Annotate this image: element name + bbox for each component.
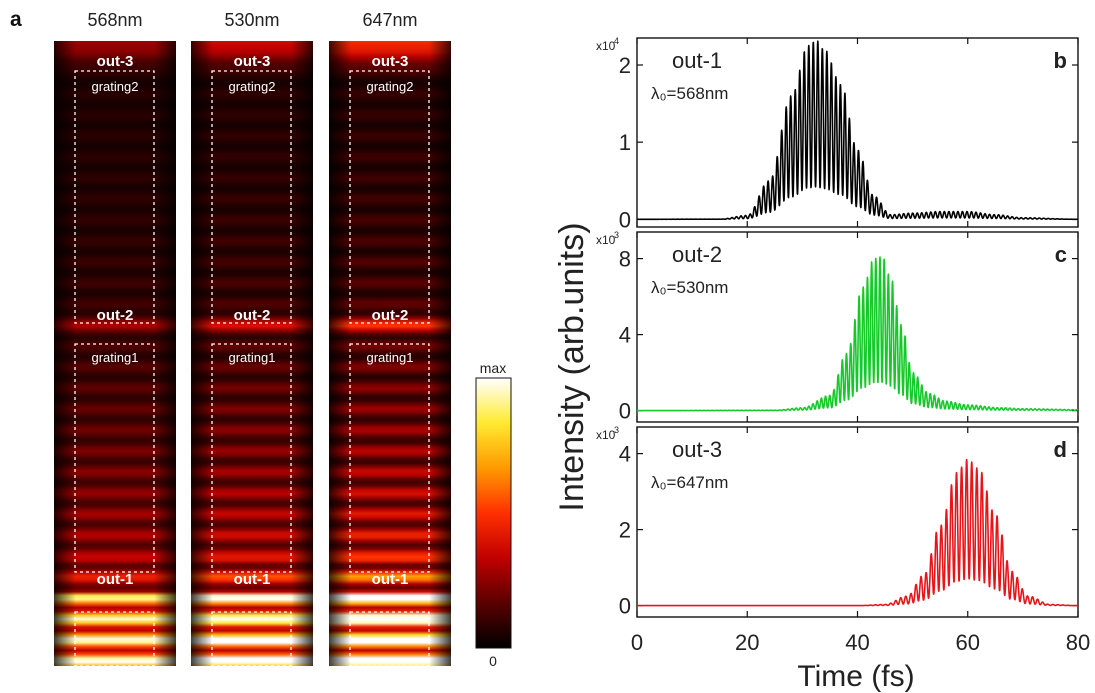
panel-a-field-maps: a 568nmout-3grating2out-2grating1out-153… <box>10 8 512 669</box>
intensity-trace-out-2 <box>636 256 1079 412</box>
y-tick-label: 0 <box>619 594 631 619</box>
colorbar-gradient <box>475 377 512 649</box>
out-3-label: out-3 <box>372 53 409 70</box>
y-multiplier-label: x10 <box>596 233 616 247</box>
colorbar-min-label: 0 <box>489 653 497 669</box>
y-tick-label: 4 <box>619 442 631 467</box>
x-tick-label: 20 <box>735 630 759 655</box>
grating1-box <box>74 343 155 573</box>
out-2-label: out-2 <box>97 307 134 324</box>
grating1-label: grating1 <box>367 350 414 365</box>
panel-letter: b <box>1054 48 1067 73</box>
grating1-label: grating1 <box>92 350 139 365</box>
x-tick-label: 40 <box>845 630 869 655</box>
grating2-label: grating2 <box>367 79 414 94</box>
y-axis-label: Intensity (arb.units) <box>553 222 591 511</box>
field-map-edge-shade <box>191 41 313 666</box>
field-map-strip: 647nm out-3 grating2 out-2 grating1 out-1 <box>329 10 451 667</box>
y-tick-label: 4 <box>619 323 631 348</box>
x-tick-label: 0 <box>631 630 643 655</box>
y-multiplier-exponent: 3 <box>614 425 619 435</box>
x-tick-label: 60 <box>956 630 980 655</box>
grating1-label: grating1 <box>229 350 276 365</box>
trace-wavelength: λ₀=530nm <box>651 278 728 297</box>
y-tick-label: 8 <box>619 247 631 272</box>
grating2-label: grating2 <box>92 79 139 94</box>
y-tick-label: 0 <box>619 207 631 232</box>
y-tick-label: 0 <box>619 399 631 424</box>
field-map-strip: 568nm out-3 grating2 out-2 grating1 out-1 <box>54 10 176 667</box>
grating2-box <box>74 70 155 324</box>
trace-title: out-1 <box>672 48 722 73</box>
out-1-label: out-1 <box>234 571 271 588</box>
x-tick-labels: 0 20 40 60 80 <box>631 630 1090 655</box>
panel-letter: c <box>1055 242 1067 267</box>
panel-letter: d <box>1054 437 1067 462</box>
wavelength-label: 568nm <box>87 10 142 30</box>
wavelength-label: 647nm <box>362 10 417 30</box>
out-1-label: out-1 <box>372 571 409 588</box>
colorbar: max 0 <box>475 360 512 669</box>
grating2-box <box>211 70 292 324</box>
y-tick-label: 2 <box>619 518 631 543</box>
field-map-strip: 530nm out-3 grating2 out-2 grating1 out-1 <box>191 10 313 667</box>
y-tick-label: 2 <box>619 53 631 78</box>
intensity-trace-out-1 <box>636 40 1079 221</box>
trace-wavelength: λ₀=568nm <box>651 84 728 103</box>
out-1-label: out-1 <box>97 571 134 588</box>
out-2-label: out-2 <box>234 307 271 324</box>
out-2-label: out-2 <box>372 307 409 324</box>
trace-wavelength: λ₀=647nm <box>651 473 728 492</box>
out-3-label: out-3 <box>97 53 134 70</box>
x-axis-label: Time (fs) <box>797 660 914 693</box>
y-tick-label: 1 <box>619 130 631 155</box>
y-multiplier-exponent: 4 <box>614 36 619 46</box>
grating2-box <box>349 70 430 324</box>
y-multiplier-exponent: 3 <box>614 230 619 240</box>
panel-bcd-time-traces: Intensity (arb.units) Time (fs) 012x104o… <box>553 36 1090 693</box>
x-tick-label: 80 <box>1066 630 1090 655</box>
trace-title: out-2 <box>672 242 722 267</box>
intensity-trace-out-3 <box>636 458 1079 607</box>
y-multiplier-label: x10 <box>596 428 616 442</box>
field-map-edge-shade <box>329 41 451 666</box>
panel-a-label: a <box>10 8 22 31</box>
out-3-label: out-3 <box>234 53 271 70</box>
field-map-edge-shade <box>54 41 176 666</box>
y-multiplier-label: x10 <box>596 39 616 53</box>
grating1-box <box>349 343 430 573</box>
grating2-label: grating2 <box>229 79 276 94</box>
colorbar-max-label: max <box>480 360 506 376</box>
trace-title: out-3 <box>672 437 722 462</box>
wavelength-label: 530nm <box>224 10 279 30</box>
grating1-box <box>211 343 292 573</box>
